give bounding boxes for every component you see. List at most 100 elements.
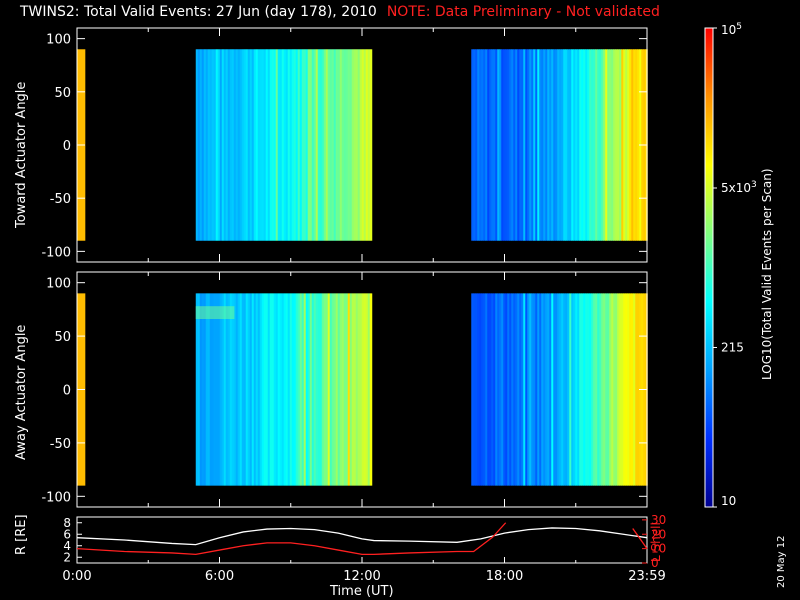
heatmap-column: [321, 49, 325, 241]
y2tick-label: 30: [651, 513, 666, 527]
heatmap-column: [515, 293, 518, 486]
heatmap-column: [567, 293, 570, 486]
heatmap-column: [555, 49, 558, 241]
heatmap-column: [261, 293, 265, 486]
heatmap-column: [307, 49, 311, 241]
ytick-label: 100: [46, 33, 71, 48]
heatmap-column: [353, 49, 357, 241]
heatmap-column: [579, 293, 582, 486]
colorbar-tick-label: 5x103: [721, 180, 757, 195]
heatmap-column: [247, 293, 251, 486]
heatmap-column: [299, 49, 303, 241]
heatmap-column: [507, 49, 510, 241]
heatmap-column: [335, 293, 339, 486]
heatmap-column: [361, 49, 365, 241]
heatmap-column: [601, 49, 604, 241]
heatmap-column: [333, 49, 337, 241]
ytick-label: -100: [41, 490, 71, 505]
heatmap-column: [275, 293, 279, 486]
heatmap-column: [293, 49, 297, 241]
heatmap-column: [207, 49, 211, 241]
heatmap-column: [349, 49, 353, 241]
ytick-label: -100: [41, 245, 71, 260]
heatmap-column: [201, 49, 205, 241]
heatmap-column: [551, 293, 554, 486]
heatmap-column: [491, 293, 494, 486]
xtick-label: 18:00: [486, 569, 523, 584]
heatmap-column: [367, 293, 371, 486]
heatmap-column: [241, 293, 245, 486]
lshell-line: [632, 528, 648, 550]
heatmap-column: [291, 49, 295, 241]
heatmap-column: [253, 293, 257, 486]
heatmap-column: [243, 293, 247, 486]
toward-heatmap: 100 50 0 -50 -100: [41, 27, 648, 263]
heatmap-column: [493, 49, 496, 241]
heatmap-column: [271, 49, 275, 241]
heatmap-column: [367, 49, 371, 241]
heatmap-column: [571, 49, 574, 241]
preliminary-note: NOTE: Data Preliminary - Not validated: [386, 4, 660, 20]
heatmap-column: [529, 49, 532, 241]
heatmap-column: [265, 293, 269, 486]
data-segment: [471, 293, 648, 486]
heatmap-column: [237, 293, 241, 486]
heatmap-column: [345, 49, 349, 241]
data-segment: [195, 49, 373, 241]
lshell-ylabel: L Shell: [649, 522, 663, 562]
y2tick-label: 0: [651, 556, 659, 570]
heatmap-column: [483, 293, 486, 486]
heatmap-column: [565, 49, 568, 241]
heatmap-column: [247, 49, 251, 241]
ytick-label: 100: [46, 277, 71, 292]
heatmap-column: [481, 293, 484, 486]
heatmap-column: [327, 49, 331, 241]
heatmap-column: [635, 49, 638, 241]
heatmap-column: [245, 49, 249, 241]
heatmap-column: [283, 293, 287, 486]
heatmap-column: [217, 293, 221, 486]
heatmap-column: [233, 293, 237, 486]
ytick-label: 4: [63, 539, 71, 553]
colorbar-tick-label: 105: [721, 22, 742, 37]
heatmap-column: [569, 49, 572, 241]
heatmap-column: [547, 49, 550, 241]
heatmap-column: [333, 293, 337, 486]
heatmap-column: [493, 293, 496, 486]
heatmap-column: [341, 49, 345, 241]
heatmap-column: [599, 293, 602, 486]
heatmap-column: [359, 49, 363, 241]
heatmap-column: [365, 293, 369, 486]
heatmap-column: [567, 49, 570, 241]
heatmap-column: [283, 49, 287, 241]
heatmap-column: [365, 49, 369, 241]
heatmap-column: [343, 49, 347, 241]
heatmap-band: [195, 306, 235, 319]
colorbar-gradient: [704, 27, 714, 508]
heatmap-column: [519, 49, 522, 241]
heatmap-column: [545, 293, 548, 486]
heatmap-column: [311, 49, 315, 241]
heatmap-column: [611, 293, 614, 486]
heatmap-column: [473, 49, 476, 241]
heatmap-column: [529, 293, 532, 486]
heatmap-column: [477, 293, 480, 486]
heatmap-column: [561, 49, 564, 241]
heatmap-column: [485, 293, 488, 486]
heatmap-column: [591, 49, 594, 241]
heatmap-column: [621, 49, 624, 241]
away-ylabel: Away Actuator Angle: [14, 324, 29, 460]
heatmap-column: [273, 49, 277, 241]
heatmap-column: [541, 293, 544, 486]
heatmap-column: [609, 293, 612, 486]
heatmap-column: [343, 293, 347, 486]
heatmap-column: [197, 293, 201, 486]
heatmap-column: [329, 49, 333, 241]
heatmap-column: [501, 49, 504, 241]
heatmap-column: [537, 49, 540, 241]
heatmap-column: [593, 49, 596, 241]
heatmap-column: [621, 293, 624, 486]
heatmap-column: [619, 293, 622, 486]
